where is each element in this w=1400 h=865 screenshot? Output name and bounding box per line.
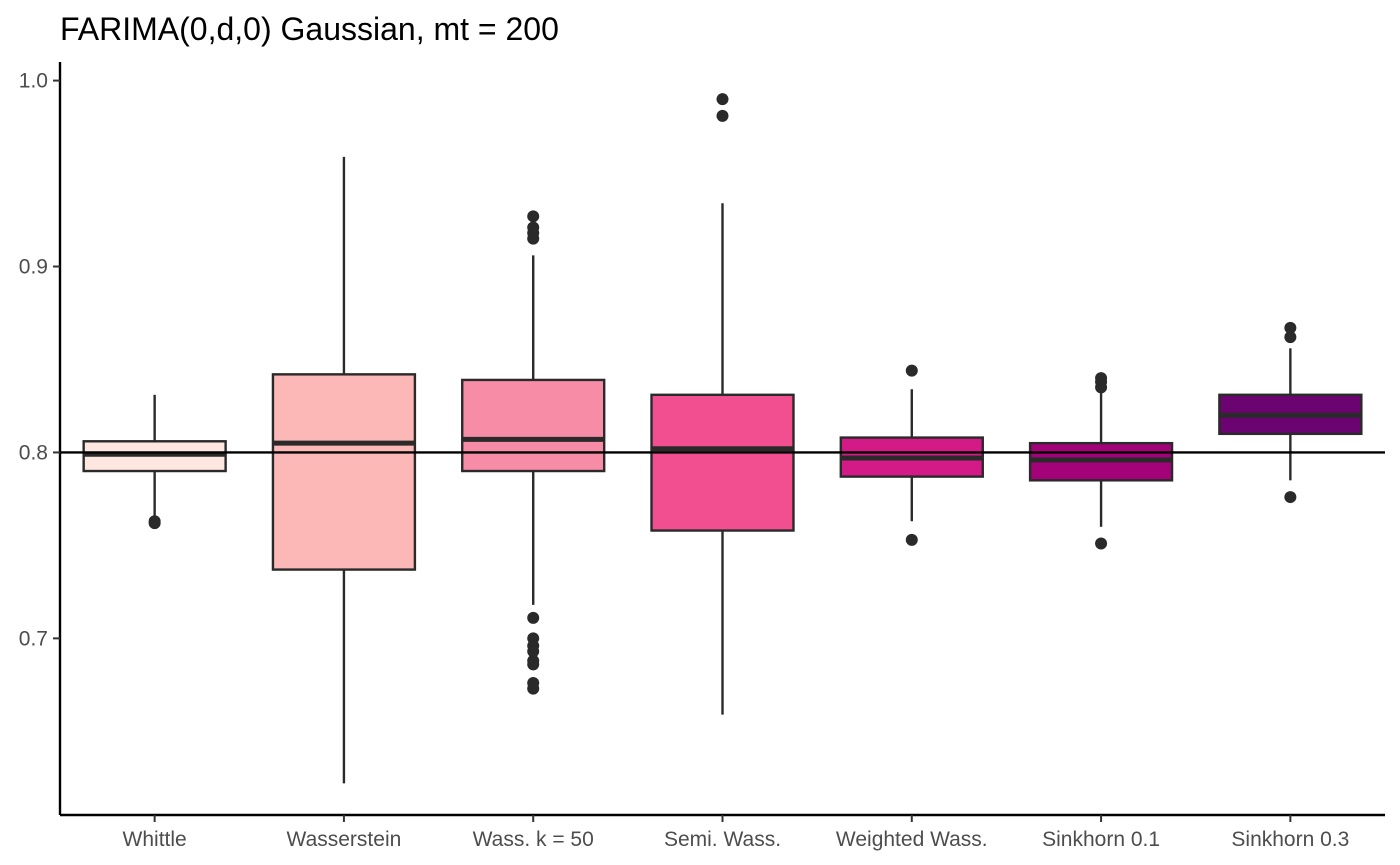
box-group-3 [461,210,606,695]
outlier-point [1284,331,1297,344]
outlier-point [1095,372,1108,385]
box [461,378,606,473]
outlier-point [527,632,540,645]
y-tick-label: 0.8 [19,441,48,464]
plot-area [60,93,1385,784]
box-group-5 [839,364,984,546]
chart-title: FARIMA(0,d,0) Gaussian, mt = 200 [60,11,559,47]
outlier-point [527,611,540,624]
box-group-7 [1218,321,1363,504]
outlier-point [527,221,540,234]
x-tick-label: Weighted Wass. [836,828,988,851]
outlier-point [527,676,540,689]
y-tick-label: 1.0 [19,70,48,93]
x-tick-label: Wasserstein [287,828,402,851]
outlier-point [716,109,729,122]
outlier-point [1284,491,1297,504]
box-group-1 [82,394,227,530]
outlier-point [527,210,540,223]
x-tick-label: Whittle [123,828,187,851]
x-axis: Whittle Wasserstein Wass. k = 50 Semi. Wass… [60,813,1385,851]
x-tick-label: Sinkhorn 0.1 [1042,828,1160,851]
box-group-6 [1028,372,1174,550]
y-tick-label: 0.9 [19,256,48,279]
y-axis: 0.7 0.8 0.9 1.0 [19,62,62,815]
outlier-point [905,364,918,377]
outlier-point [148,515,161,528]
x-tick-label: Sinkhorn 0.3 [1231,828,1349,851]
outlier-point [905,533,918,546]
x-tick-label: Wass. k = 50 [473,828,594,851]
outlier-point [527,654,540,667]
x-tick-label: Semi. Wass. [664,828,781,851]
y-tick-label: 0.7 [19,627,48,650]
outlier-point [716,93,729,106]
box-group-4 [650,93,795,715]
box [650,393,795,532]
box-group-2 [271,156,417,784]
outlier-point [1095,537,1108,550]
box [271,373,417,571]
outlier-point [1284,321,1297,334]
